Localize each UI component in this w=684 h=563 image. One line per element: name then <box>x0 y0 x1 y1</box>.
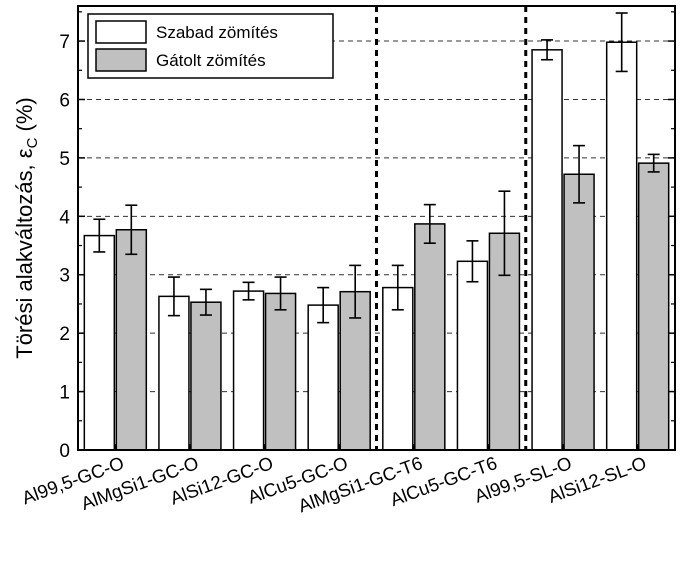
y-axis-title: Törési alakváltozás, εC (%) <box>12 97 41 359</box>
y-tick-label-6: 6 <box>59 90 70 111</box>
x-axis: Al99,5-GC-OAlMgSi1-GC-OAlSi12-GC-OAlCu5-… <box>19 444 649 516</box>
bar-szabad-2 <box>232 290 265 451</box>
bar-gatolt-6 <box>563 173 595 451</box>
bar-gatolt-4 <box>414 223 446 451</box>
legend: Szabad zömítés Gátolt zömítés <box>87 13 334 79</box>
y-axis: 0 1 2 3 4 5 6 7 <box>59 11 675 462</box>
group-separators <box>375 6 528 450</box>
legend-swatch-gatolt <box>95 48 147 72</box>
y-axis-title-subscript: C <box>24 137 41 148</box>
y-tick-label-0: 0 <box>59 441 70 462</box>
bar-gatolt-0 <box>115 229 148 451</box>
y-tick-label-3: 3 <box>59 266 70 287</box>
y-axis-title-symbol: ε <box>12 148 37 158</box>
legend-swatch-szabad <box>95 20 147 44</box>
bar-szabad-6 <box>531 49 563 451</box>
bar-szabad-5 <box>456 260 489 451</box>
y-tick-label-2: 2 <box>59 324 70 345</box>
plot-frame <box>77 5 676 451</box>
bar-gatolt-2 <box>264 292 297 451</box>
error-bars <box>93 12 660 324</box>
bar-szabad-7 <box>605 41 638 451</box>
bar-szabad-3 <box>307 304 339 451</box>
y-tick-label-4: 4 <box>59 207 70 228</box>
bar-szabad-4 <box>382 286 414 451</box>
y-axis-title-prefix: Törési alakváltozás, <box>12 158 37 359</box>
bar-szabad-1 <box>158 295 190 451</box>
legend-label-szabad: Szabad zömítés <box>156 23 278 42</box>
y-tick-label-5: 5 <box>59 149 70 170</box>
bar-gatolt-7 <box>637 162 670 451</box>
bar-szabad-0 <box>83 234 116 451</box>
y-tick-label-7: 7 <box>59 32 70 53</box>
y-axis-title-suffix: (%) <box>12 97 37 137</box>
legend-label-gatolt: Gátolt zömítés <box>156 51 266 70</box>
bars <box>83 41 670 451</box>
bar-gatolt-1 <box>190 301 222 451</box>
y-tick-label-1: 1 <box>59 383 70 404</box>
